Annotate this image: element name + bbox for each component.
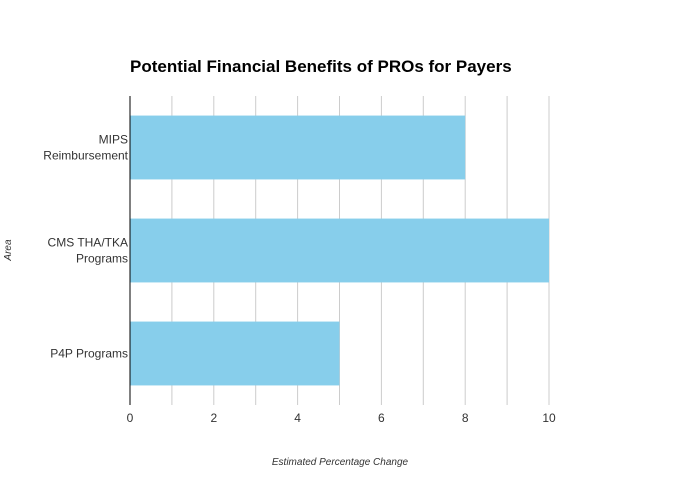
x-tick-label: 6 [378, 411, 385, 425]
bar [130, 115, 466, 180]
x-tick-label: 2 [210, 411, 217, 425]
x-tick-label: 0 [127, 411, 134, 425]
bar [130, 321, 340, 386]
y-tick-label: P4P Programs [50, 347, 128, 361]
y-axis-title: Area [3, 239, 14, 262]
y-tick-label: MIPS Reimbursement [43, 133, 128, 163]
x-tick-labels: 0 2 4 6 8 10 [127, 411, 556, 425]
y-tick-label: CMS THA/TKA Programs [48, 236, 128, 266]
y-tick-labels: MIPS Reimbursement CMS THA/TKA Programs P4P … [43, 133, 128, 361]
chart-title: Potential Financial Benefits of PROs for… [130, 57, 512, 76]
bars [130, 115, 549, 386]
x-tick-label: 10 [542, 411, 556, 425]
bar [130, 218, 549, 283]
x-tick-label: 8 [462, 411, 469, 425]
x-axis-title: Estimated Percentage Change [272, 457, 409, 468]
x-tick-label: 4 [294, 411, 301, 425]
